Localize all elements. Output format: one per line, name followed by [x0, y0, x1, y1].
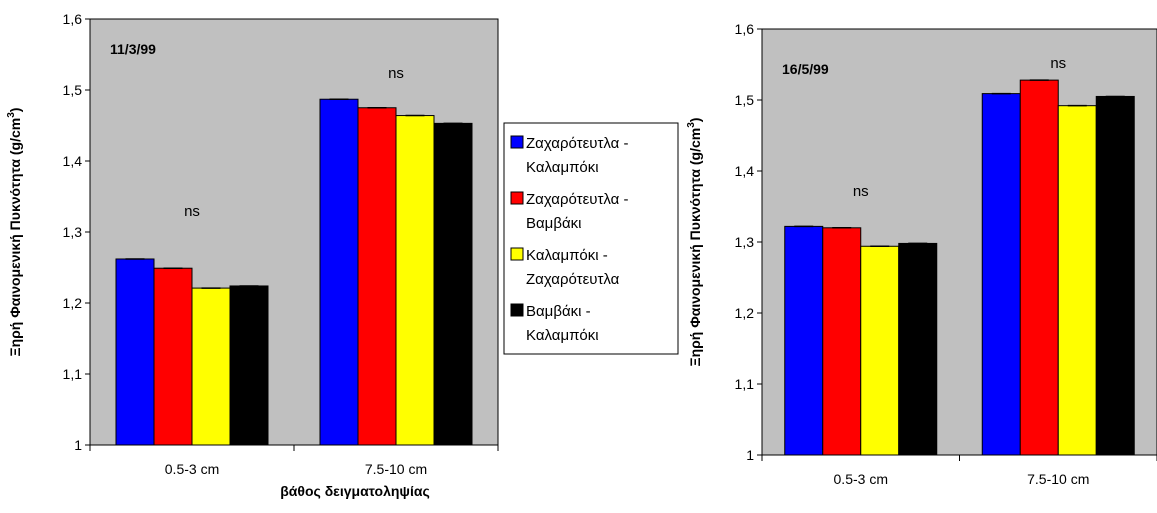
bar	[433, 122, 473, 446]
x-tick-label: 0.5-3 cm	[165, 461, 219, 477]
legend-label: Ζαχαρότευτλα	[526, 271, 620, 288]
bar	[822, 227, 862, 456]
legend-label: Καλαμπόκι	[526, 327, 599, 344]
bar	[784, 225, 824, 456]
bar	[898, 242, 938, 456]
significance-label: ns	[388, 65, 404, 82]
legend-swatch	[510, 135, 524, 149]
legend-box	[503, 122, 679, 355]
legend-label: Καλαμπόκι	[526, 159, 599, 176]
legend-swatch	[510, 191, 524, 205]
y-axis-label: Ξηρή Φαινομενική Πυκνότητα (g/cm3)	[6, 108, 23, 357]
significance-label: ns	[184, 203, 200, 220]
y-tick-label: 1,3	[63, 224, 83, 240]
bar	[1019, 79, 1059, 456]
bar	[319, 98, 359, 446]
x-axis-label: βάθος δειγματοληψίας	[280, 483, 430, 499]
y-tick-label: 1,6	[735, 21, 755, 37]
legend: Ζαχαρότευτλα - Καλαμπόκι Ζαχαρότευτλα - Βαμ…	[503, 122, 679, 355]
y-tick-label: 1	[746, 447, 754, 463]
y-tick-label: 1,1	[735, 376, 755, 392]
left-chart: 1 1,1 1,2 1,3 1,4 1,5 1,6 0.5-3 cm ns 7.5-10 cm ns…	[6, 11, 499, 499]
y-tick-label: 1,2	[63, 295, 83, 311]
chart-date-label: 16/5/99	[782, 61, 829, 77]
bar	[395, 115, 435, 446]
x-tick-label: 7.5-10 cm	[1027, 471, 1089, 487]
y-tick-label: 1,3	[735, 234, 755, 250]
y-tick-label: 1,6	[63, 11, 83, 27]
y-tick-label: 1,5	[735, 92, 755, 108]
bar	[860, 245, 900, 456]
right-chart: 1 1,1 1,2 1,3 1,4 1,5 1,6 0.5-3 cm ns 7.5-10 cm ns…	[686, 21, 1157, 487]
significance-label: ns	[853, 183, 869, 200]
x-tick-label: 0.5-3 cm	[834, 471, 888, 487]
y-tick-label: 1,4	[735, 163, 755, 179]
bar	[191, 287, 231, 446]
legend-swatch	[510, 247, 524, 261]
bar	[115, 258, 155, 446]
legend-swatch	[510, 303, 524, 317]
y-tick-label: 1,4	[63, 153, 83, 169]
y-tick-label: 1	[74, 437, 82, 453]
y-axis-label: Ξηρή Φαινομενική Πυκνότητα (g/cm3)	[686, 118, 703, 367]
legend-label: Βαμβάκι -	[526, 303, 591, 320]
legend-label: Βαμβάκι	[526, 215, 581, 232]
legend-label: Ζαχαρότευτλα -	[526, 191, 629, 208]
legend-label: Καλαμπόκι -	[526, 247, 608, 264]
bar	[981, 93, 1021, 456]
significance-label: ns	[1050, 55, 1066, 72]
bar	[229, 285, 269, 446]
chart-date-label: 11/3/99	[110, 41, 156, 57]
x-tick-label: 7.5-10 cm	[365, 461, 427, 477]
y-tick-label: 1,5	[63, 82, 83, 98]
bar	[357, 107, 397, 446]
y-tick-label: 1,2	[735, 305, 755, 321]
bar	[1057, 105, 1097, 456]
bar	[153, 267, 193, 446]
y-tick-label: 1,1	[63, 366, 83, 382]
legend-label: Ζαχαρότευτλα -	[526, 135, 629, 152]
bar	[1095, 95, 1135, 456]
